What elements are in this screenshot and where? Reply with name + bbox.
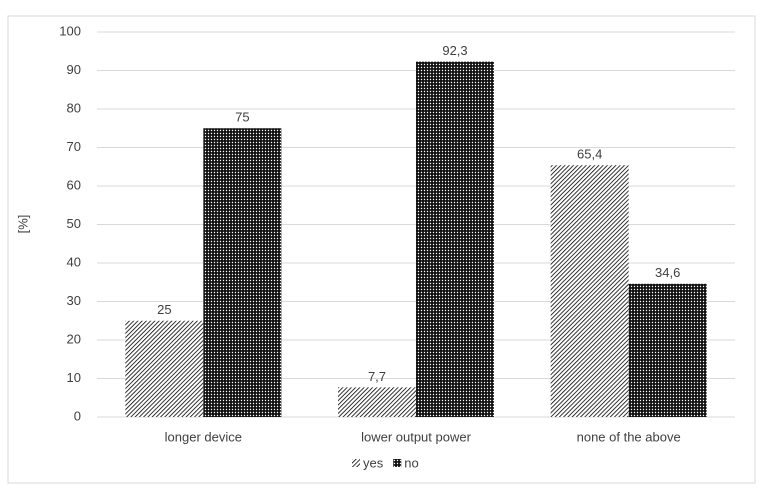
- bar: [550, 165, 629, 417]
- y-tick-label: 30: [67, 293, 81, 308]
- y-tick-label: 60: [67, 177, 81, 192]
- y-tick-label: 0: [74, 408, 81, 423]
- y-tick-label: 50: [67, 216, 81, 231]
- legend-label: no: [404, 455, 418, 470]
- value-label: 34,6: [655, 265, 680, 280]
- y-tick-label: 70: [67, 139, 81, 154]
- legend-swatch: [393, 459, 402, 467]
- legend-label: yes: [363, 455, 384, 470]
- bar: [338, 387, 416, 417]
- y-tick-label: 40: [67, 254, 81, 269]
- y-tick-label: 80: [67, 100, 81, 115]
- value-label: 75: [235, 110, 249, 125]
- y-axis-label: [%]: [15, 215, 30, 234]
- y-tick-label: 100: [59, 23, 81, 38]
- y-tick-label: 90: [67, 62, 81, 77]
- x-tick-label: lower output power: [361, 429, 472, 444]
- y-tick-label: 20: [67, 331, 81, 346]
- x-tick-label: longer device: [165, 429, 242, 444]
- bar: [203, 128, 282, 417]
- legend-swatch: [352, 459, 360, 467]
- value-label: 25: [157, 302, 171, 317]
- x-tick-label: none of the above: [577, 429, 681, 444]
- value-label: 92,3: [442, 43, 467, 58]
- value-label: 7,7: [368, 369, 386, 384]
- bar: [416, 61, 494, 418]
- y-tick-label: 10: [67, 370, 81, 385]
- bar: [628, 283, 707, 417]
- value-label: 65,4: [577, 147, 602, 162]
- bar: [125, 320, 204, 417]
